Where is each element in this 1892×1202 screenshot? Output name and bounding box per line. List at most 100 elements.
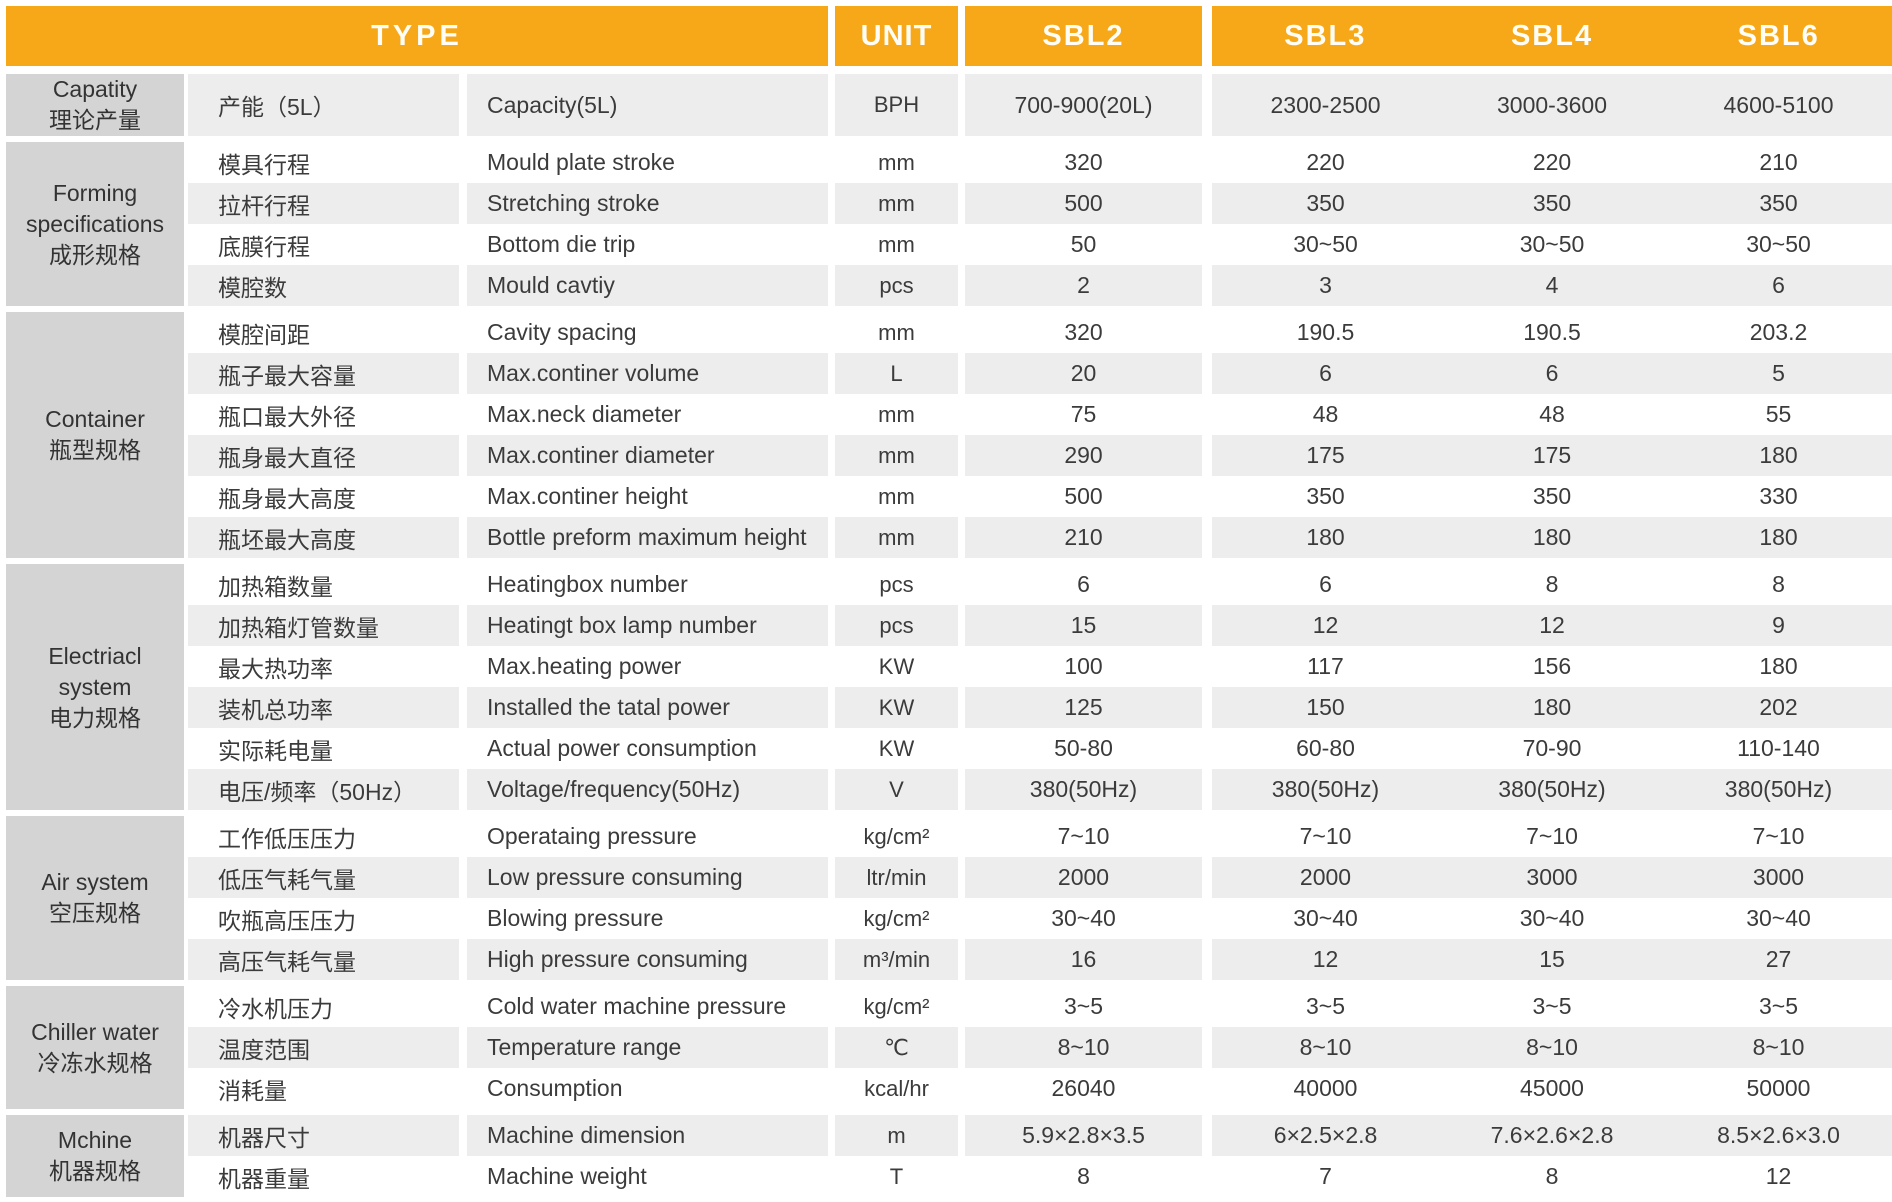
spec-unit: m	[835, 1115, 958, 1156]
spec-value-sbl4: 70-90	[1439, 728, 1665, 769]
spec-group: Forming specifications 成形规格 模具行程 Mould plate…	[6, 142, 1892, 306]
spec-unit: kg/cm²	[835, 898, 958, 939]
spec-value-sbl6: 55	[1665, 394, 1892, 435]
spec-label-en: Consumption	[467, 1068, 828, 1109]
spec-value-sbl4: 220	[1439, 142, 1665, 183]
spec-value-sbl3: 150	[1212, 687, 1439, 728]
spec-label-zh: 瓶坯最大高度	[188, 517, 459, 558]
spec-unit: mm	[835, 517, 958, 558]
group-label-line: 成形规格	[49, 241, 141, 268]
spec-value-sbl3: 6×2.5×2.8	[1212, 1115, 1439, 1156]
spec-label-en: Max.neck diameter	[467, 394, 828, 435]
spec-row: 工作低压压力 Operataing pressure kg/cm² 7~10 7~10 7…	[188, 816, 1892, 857]
spec-value-sbl3: 30~50	[1212, 224, 1439, 265]
header-type: TYPE	[6, 6, 828, 66]
spec-row: 消耗量 Consumption kcal/hr 26040 40000 45000 5000…	[188, 1068, 1892, 1109]
spec-unit: mm	[835, 312, 958, 353]
spec-label-en: Heatingt box lamp number	[467, 605, 828, 646]
spec-row: 机器尺寸 Machine dimension m 5.9×2.8×3.5 6×2.5×2…	[188, 1115, 1892, 1156]
spec-value-sbl3: 220	[1212, 142, 1439, 183]
spec-label-zh: 低压气耗气量	[188, 857, 459, 898]
spec-unit: KW	[835, 646, 958, 687]
spec-value-sbl3: 350	[1212, 476, 1439, 517]
spec-unit: kg/cm²	[835, 816, 958, 857]
group-label-line: Forming	[52, 179, 138, 206]
group-label: Chiller water 冷冻水规格	[6, 986, 184, 1109]
spec-value-sbl4: 8	[1439, 1156, 1665, 1197]
spec-value-sbl2: 30~40	[965, 898, 1202, 939]
spec-value-sbl2: 8~10	[965, 1027, 1202, 1068]
spec-value-sbl6: 4600-5100	[1665, 74, 1892, 136]
group-label-line: Container	[45, 406, 145, 432]
group-label-line: Air system	[41, 869, 149, 895]
spec-row: 模腔间距 Cavity spacing mm 320 190.5 190.5 203.2	[188, 312, 1892, 353]
spec-value-sbl6: 330	[1665, 476, 1892, 517]
spec-value-sbl6: 6	[1665, 265, 1892, 306]
spec-label-en: High pressure consuming	[467, 939, 828, 980]
spec-label-zh: 吹瓶高压压力	[188, 898, 459, 939]
spec-value-sbl4: 30~40	[1439, 898, 1665, 939]
spec-row: 瓶身最大高度 Max.continer height mm 500 350 350 330	[188, 476, 1892, 517]
group-rows: 产能（5L） Capacity(5L) BPH 700-900(20L) 2300-25…	[188, 74, 1892, 136]
spec-label-en: Blowing pressure	[467, 898, 828, 939]
spec-value-sbl3: 2000	[1212, 857, 1439, 898]
header-model-sbl6: SBL6	[1737, 19, 1820, 52]
spec-value-sbl4: 4	[1439, 265, 1665, 306]
spec-row: 瓶坯最大高度 Bottle preform maximum height mm 210…	[188, 517, 1892, 558]
spec-label-zh: 加热箱灯管数量	[188, 605, 459, 646]
spec-unit: mm	[835, 476, 958, 517]
spec-value-sbl4: 3~5	[1439, 986, 1665, 1027]
spec-value-sbl6: 8.5×2.6×3.0	[1665, 1115, 1892, 1156]
spec-label-en: Machine weight	[467, 1156, 828, 1197]
spec-label-zh: 高压气耗气量	[188, 939, 459, 980]
spec-label-en: Bottle preform maximum height	[467, 517, 828, 558]
spec-row: 最大热功率 Max.heating power KW 100 117 156 180	[188, 646, 1892, 687]
header-model-sbl2: SBL2	[965, 6, 1202, 66]
group-label: Forming specifications 成形规格	[6, 142, 184, 306]
spec-label-en: Max.continer volume	[467, 353, 828, 394]
spec-value-sbl3: 12	[1212, 939, 1439, 980]
spec-label-zh: 装机总功率	[188, 687, 459, 728]
group-label-line: Chiller water	[31, 1018, 159, 1045]
spec-unit: mm	[835, 224, 958, 265]
spec-unit: KW	[835, 728, 958, 769]
spec-value-sbl2: 75	[965, 394, 1202, 435]
spec-label-en: Max.heating power	[467, 646, 828, 687]
spec-label-zh: 加热箱数量	[188, 564, 459, 605]
spec-label-zh: 温度范围	[188, 1027, 459, 1068]
spec-value-sbl2: 500	[965, 183, 1202, 224]
group-label: Air system 空压规格	[6, 816, 184, 980]
spec-value-sbl2: 8	[965, 1156, 1202, 1197]
spec-value-sbl2: 6	[965, 564, 1202, 605]
spec-row: 吹瓶高压压力 Blowing pressure kg/cm² 30~40 30~40 30…	[188, 898, 1892, 939]
header-unit: UNIT	[835, 6, 958, 66]
spec-value-sbl6: 9	[1665, 605, 1892, 646]
spec-value-sbl6: 202	[1665, 687, 1892, 728]
spec-label-zh: 消耗量	[188, 1068, 459, 1109]
spec-row: 低压气耗气量 Low pressure consuming ltr/min 2000 2…	[188, 857, 1892, 898]
spec-row: 高压气耗气量 High pressure consuming m³/min 16 12 1…	[188, 939, 1892, 980]
spec-label-en: Temperature range	[467, 1027, 828, 1068]
spec-row: 瓶子最大容量 Max.continer volume L 20 6 6 5	[188, 353, 1892, 394]
group-rows: 加热箱数量 Heatingbox number pcs 6 6 8 8 加热箱灯管数量 Heat…	[188, 564, 1892, 810]
spec-label-en: Cavity spacing	[467, 312, 828, 353]
spec-row: 加热箱数量 Heatingbox number pcs 6 6 8 8	[188, 564, 1892, 605]
group-label: Mchine 机器规格	[6, 1115, 184, 1197]
spec-value-sbl3: 40000	[1212, 1068, 1439, 1109]
spec-value-sbl6: 3~5	[1665, 986, 1892, 1027]
group-label-line: specifications	[25, 210, 165, 237]
spec-value-sbl6: 203.2	[1665, 312, 1892, 353]
spec-label-en: Voltage/frequency(50Hz)	[467, 769, 828, 810]
spec-group: Air system 空压规格 工作低压压力 Operataing pressure k…	[6, 816, 1892, 980]
group-label-line: 冷冻水规格	[37, 1049, 153, 1076]
group-label-line: 电力规格	[49, 704, 141, 731]
spec-row: 底膜行程 Bottom die trip mm 50 30~50 30~50 30~50	[188, 224, 1892, 265]
spec-value-sbl6: 180	[1665, 435, 1892, 476]
spec-value-sbl6: 8	[1665, 564, 1892, 605]
spec-row: 机器重量 Machine weight T 8 7 8 12	[188, 1156, 1892, 1197]
spec-value-sbl6: 210	[1665, 142, 1892, 183]
spec-label-zh: 瓶子最大容量	[188, 353, 459, 394]
spec-row: 加热箱灯管数量 Heatingt box lamp number pcs 15 12 12…	[188, 605, 1892, 646]
spec-value-sbl3: 48	[1212, 394, 1439, 435]
spec-value-sbl2: 320	[965, 142, 1202, 183]
